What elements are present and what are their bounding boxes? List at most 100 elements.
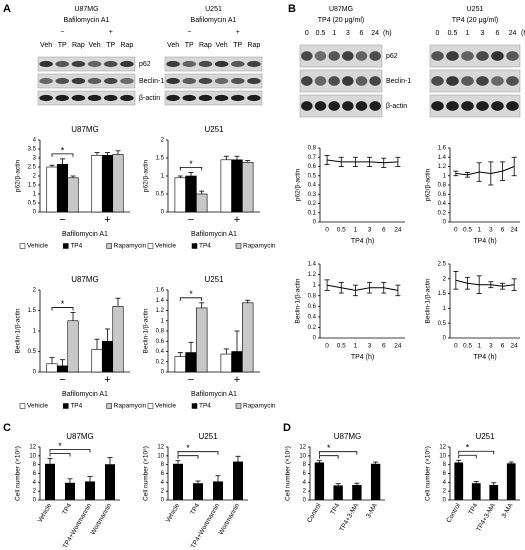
y-tick-label: 2.5 bbox=[438, 262, 447, 268]
bar bbox=[105, 464, 115, 500]
error-bar bbox=[195, 480, 201, 484]
y-tick-label: 1 bbox=[313, 283, 317, 289]
error-bar bbox=[381, 282, 387, 294]
bar bbox=[112, 154, 124, 213]
significance-bracket bbox=[318, 451, 358, 455]
error-bar bbox=[324, 154, 330, 166]
blot-band bbox=[506, 51, 519, 61]
chart-title: U251 bbox=[204, 125, 224, 134]
y-tick-label: 2 bbox=[303, 489, 307, 495]
blot-band bbox=[301, 101, 313, 111]
blot-band bbox=[230, 60, 245, 68]
y-tick-label: 3 bbox=[33, 156, 37, 162]
bar bbox=[65, 482, 75, 500]
significance-label: * bbox=[61, 299, 65, 309]
legend-label: Rapamycin bbox=[114, 243, 147, 250]
bar bbox=[196, 193, 208, 213]
blot-cell-line: U87MG bbox=[74, 6, 98, 13]
blot-strip bbox=[164, 56, 263, 72]
y-tick-label: 0 bbox=[33, 498, 37, 504]
y-tick-label: 0.7 bbox=[308, 155, 317, 161]
legend-label: Rapamycin bbox=[243, 403, 276, 410]
blot-band bbox=[214, 77, 229, 85]
blot-band bbox=[214, 60, 229, 68]
blot-lane: 24 bbox=[371, 30, 379, 37]
error-bar bbox=[511, 156, 517, 177]
y-tick-label: 1.5 bbox=[156, 156, 165, 162]
significance-bracket bbox=[49, 453, 71, 457]
blot-band bbox=[506, 76, 519, 86]
y-tick-label: 0.6 bbox=[308, 164, 317, 170]
blot-lane: 3 bbox=[346, 30, 350, 37]
y-tick-label: 12 bbox=[157, 445, 164, 451]
blot-protein: p62 bbox=[139, 61, 151, 68]
blot-band bbox=[230, 94, 245, 102]
error-bar bbox=[70, 175, 76, 178]
blot-band bbox=[328, 76, 340, 86]
blot-strip bbox=[299, 44, 383, 68]
legend-swatch bbox=[63, 403, 69, 409]
y-tick-label: 0.5 bbox=[308, 173, 317, 179]
blot-lane: 0 bbox=[436, 30, 440, 37]
error-bar bbox=[94, 338, 100, 350]
blot-band bbox=[166, 77, 180, 85]
error-bar bbox=[500, 161, 505, 181]
x-tick-label: 0.5 bbox=[337, 227, 346, 234]
x-tick-label: TP4 bbox=[467, 502, 479, 516]
chart-title: U87MG bbox=[71, 125, 99, 134]
blot-band bbox=[39, 77, 53, 85]
x-tick-label: 3 bbox=[489, 227, 493, 234]
blot-band bbox=[431, 51, 444, 61]
y-tick-label: 0.8 bbox=[156, 329, 165, 335]
y-tick-label: 12 bbox=[439, 445, 446, 451]
legend-swatch bbox=[191, 243, 198, 249]
error-bar bbox=[352, 156, 358, 167]
y-tick-label: 2 bbox=[443, 489, 447, 495]
y-tick-label: 0.4 bbox=[308, 314, 317, 320]
blot-band bbox=[314, 51, 327, 61]
blot-band bbox=[461, 101, 474, 111]
blot-lane: 0.5 bbox=[316, 30, 326, 37]
blot-band bbox=[431, 101, 444, 111]
bar bbox=[101, 155, 114, 213]
error-bar bbox=[235, 455, 241, 462]
x-tick-label: + bbox=[234, 374, 240, 386]
bar bbox=[67, 177, 79, 213]
y-tick-label: 0.6 bbox=[156, 339, 165, 345]
blot-band bbox=[431, 76, 444, 86]
error-bar bbox=[395, 284, 401, 297]
y-tick-label: 0 bbox=[443, 220, 447, 226]
y-tick-label: 1.2 bbox=[308, 272, 317, 278]
blot-band bbox=[198, 94, 213, 102]
legend-label: Rapamycin bbox=[243, 243, 276, 250]
blot-lane: 6 bbox=[360, 30, 364, 37]
blot-band bbox=[87, 94, 102, 102]
bar bbox=[185, 352, 197, 373]
y-tick-label: 0.2 bbox=[308, 325, 317, 331]
y-tick-label: 2.5 bbox=[28, 165, 37, 171]
y-axis-label: p62/β-actin bbox=[425, 168, 432, 201]
blot-band bbox=[461, 76, 474, 86]
y-tick-label: 2 bbox=[161, 138, 165, 144]
legend-label: Vehicle bbox=[27, 403, 48, 410]
blot-band bbox=[120, 60, 134, 68]
blot-cell-line: U251 bbox=[205, 6, 222, 13]
y-tick-label: 0 bbox=[443, 336, 447, 342]
blot-unit: (h) bbox=[383, 30, 392, 37]
panel-label: D bbox=[283, 422, 291, 434]
blot-band bbox=[247, 77, 261, 85]
legend-swatch bbox=[235, 243, 242, 249]
legend-label: Rapamycin bbox=[114, 403, 147, 410]
y-tick-label: 1 bbox=[161, 174, 165, 180]
legend-label: TP4 bbox=[199, 403, 211, 410]
chart-title: U87MG bbox=[334, 432, 362, 441]
x-tick-label: 0 bbox=[454, 227, 458, 234]
y-tick-label: 0.4 bbox=[156, 349, 165, 355]
bar bbox=[67, 320, 79, 373]
error-bar bbox=[335, 483, 341, 486]
x-tick-label: + bbox=[104, 374, 110, 386]
x-tick-label: − bbox=[59, 214, 65, 226]
blot-strip bbox=[429, 94, 521, 118]
y-tick-label: 8 bbox=[443, 462, 447, 468]
blot-protein: β-actin bbox=[386, 103, 407, 110]
